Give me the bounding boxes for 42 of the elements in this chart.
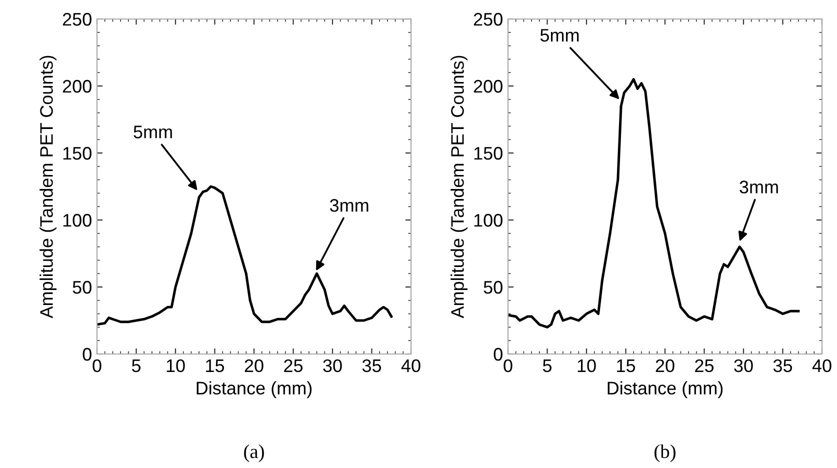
x-tick-label: 35 — [773, 359, 792, 372]
x-tick-label: 0 — [92, 359, 102, 372]
annotation: 3mm — [740, 180, 778, 194]
x-tick-label: 20 — [656, 359, 674, 372]
y-tick-label: 200 — [62, 80, 92, 93]
x-tick-label: 30 — [323, 359, 342, 372]
y-axis-title: Amplitude (Tandem PET Counts) — [450, 56, 468, 318]
y-axis-title: Amplitude (Tandem PET Counts) — [40, 56, 56, 318]
x-tick-label: 40 — [401, 359, 420, 372]
x-tick-label: 5 — [542, 360, 552, 372]
x-tick-label: 0 — [504, 359, 512, 372]
y-tick-label: 100 — [474, 214, 502, 227]
x-axis-title: Distance (mm) — [608, 381, 723, 398]
y-tick-label: 250 — [474, 12, 502, 26]
x-tick-label: 30 — [734, 359, 753, 372]
x-axis-title: Distance (mm) — [196, 381, 312, 398]
text: (a) — [244, 444, 264, 462]
x-tick-label: 5 — [132, 360, 141, 372]
line-series — [508, 78, 800, 328]
annotation: 5mm — [540, 29, 579, 42]
x-tick-label: 25 — [284, 359, 303, 372]
x-tick-label: 15 — [206, 360, 224, 372]
y-tick-label: 50 — [72, 280, 92, 294]
x-tick-label: 10 — [166, 359, 185, 372]
x-tick-label: 35 — [362, 359, 382, 372]
y-tick-label: 150 — [474, 146, 502, 160]
x-tick-label: 15 — [617, 360, 636, 372]
annotation: 3mm — [330, 199, 368, 212]
line-series — [97, 185, 393, 326]
y-tick-label: 250 — [62, 12, 92, 26]
y-tick-label: 100 — [63, 214, 92, 227]
y-tick-label: 50 — [484, 280, 502, 294]
annotation: 5mm — [134, 126, 172, 138]
y-tick-label: 0 — [494, 348, 502, 361]
text: (b) — [654, 444, 676, 462]
y-tick-label: 200 — [474, 80, 502, 93]
x-tick-label: 25 — [695, 359, 714, 372]
x-tick-label: 10 — [578, 359, 596, 372]
x-tick-label: 20 — [244, 359, 264, 372]
x-tick-label: 40 — [812, 359, 832, 372]
y-tick-label: 150 — [63, 146, 92, 160]
y-tick-label: 0 — [82, 348, 92, 361]
